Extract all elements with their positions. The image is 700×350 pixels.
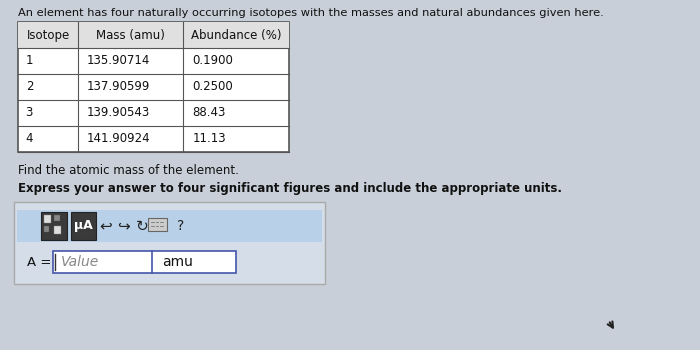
Bar: [18, 210, 321, 242]
Text: A =: A =: [27, 256, 52, 268]
Bar: [71, 212, 96, 240]
Text: ↻: ↻: [136, 218, 148, 233]
Text: Isotope: Isotope: [27, 28, 70, 42]
Text: Abundance (%): Abundance (%): [190, 28, 281, 42]
Bar: [44, 226, 50, 232]
Text: Express your answer to four significant figures and include the appropriate unit: Express your answer to four significant …: [18, 182, 562, 195]
Bar: [54, 226, 62, 234]
Text: 141.90924: 141.90924: [87, 133, 150, 146]
Text: ?: ?: [177, 219, 184, 233]
Bar: [44, 215, 51, 223]
Text: ↩: ↩: [99, 218, 112, 233]
Text: 2: 2: [26, 80, 33, 93]
Text: 139.90543: 139.90543: [87, 106, 150, 119]
Text: Value: Value: [60, 255, 99, 269]
Bar: [18, 22, 288, 48]
Text: ↪: ↪: [118, 218, 130, 233]
Bar: [54, 215, 60, 221]
Text: An element has four naturally occurring isotopes with the masses and natural abu: An element has four naturally occurring …: [18, 8, 604, 18]
Bar: [14, 202, 326, 284]
Text: Mass (amu): Mass (amu): [96, 28, 165, 42]
Text: 4: 4: [26, 133, 33, 146]
Text: 88.43: 88.43: [193, 106, 225, 119]
Text: 0.2500: 0.2500: [193, 80, 233, 93]
Bar: [148, 218, 167, 231]
Text: 0.1900: 0.1900: [193, 55, 233, 68]
Text: amu: amu: [162, 255, 193, 269]
Bar: [53, 251, 237, 273]
Bar: [18, 22, 288, 152]
Text: Find the atomic mass of the element.: Find the atomic mass of the element.: [18, 164, 239, 177]
Text: 137.90599: 137.90599: [87, 80, 150, 93]
Text: 135.90714: 135.90714: [87, 55, 150, 68]
Text: 1: 1: [26, 55, 33, 68]
Text: μA: μA: [74, 219, 92, 232]
Text: 3: 3: [26, 106, 33, 119]
Text: 11.13: 11.13: [193, 133, 226, 146]
Bar: [41, 212, 67, 240]
